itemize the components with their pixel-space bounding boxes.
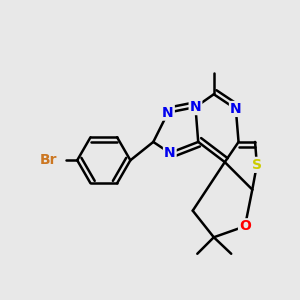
Text: N: N xyxy=(164,146,176,160)
Text: S: S xyxy=(252,158,262,172)
Text: N: N xyxy=(162,106,174,120)
Text: Br: Br xyxy=(40,153,58,167)
Text: N: N xyxy=(190,100,201,114)
Text: O: O xyxy=(239,219,251,233)
Text: N: N xyxy=(230,102,242,116)
